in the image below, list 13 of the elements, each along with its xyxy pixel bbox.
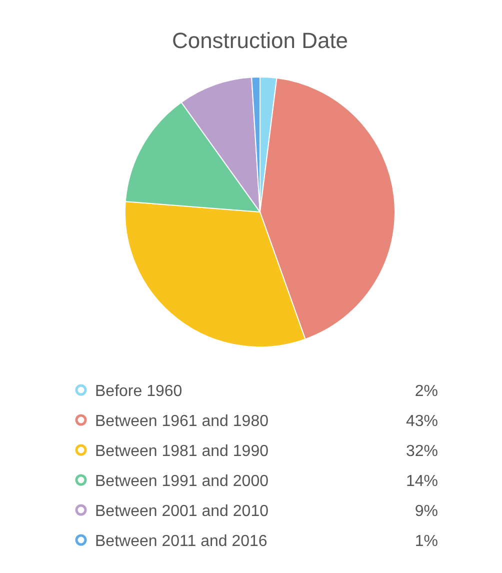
legend-label: Between 1961 and 1980 (95, 413, 269, 430)
data-label: 43% (406, 413, 438, 430)
legend-label: Before 1960 (95, 383, 182, 400)
legend-label: Between 1991 and 2000 (95, 473, 269, 490)
data-label: 32% (406, 443, 438, 460)
chart-title: Construction Date (172, 28, 348, 53)
data-label: 14% (406, 473, 438, 490)
data-label: 9% (414, 503, 438, 520)
legend-label: Between 2011 and 2016 (95, 533, 268, 550)
legend-label: Between 1981 and 1990 (95, 443, 269, 460)
data-label: 2% (414, 383, 438, 400)
data-label: 1% (414, 533, 438, 550)
legend-label: Between 2001 and 2010 (95, 503, 269, 520)
